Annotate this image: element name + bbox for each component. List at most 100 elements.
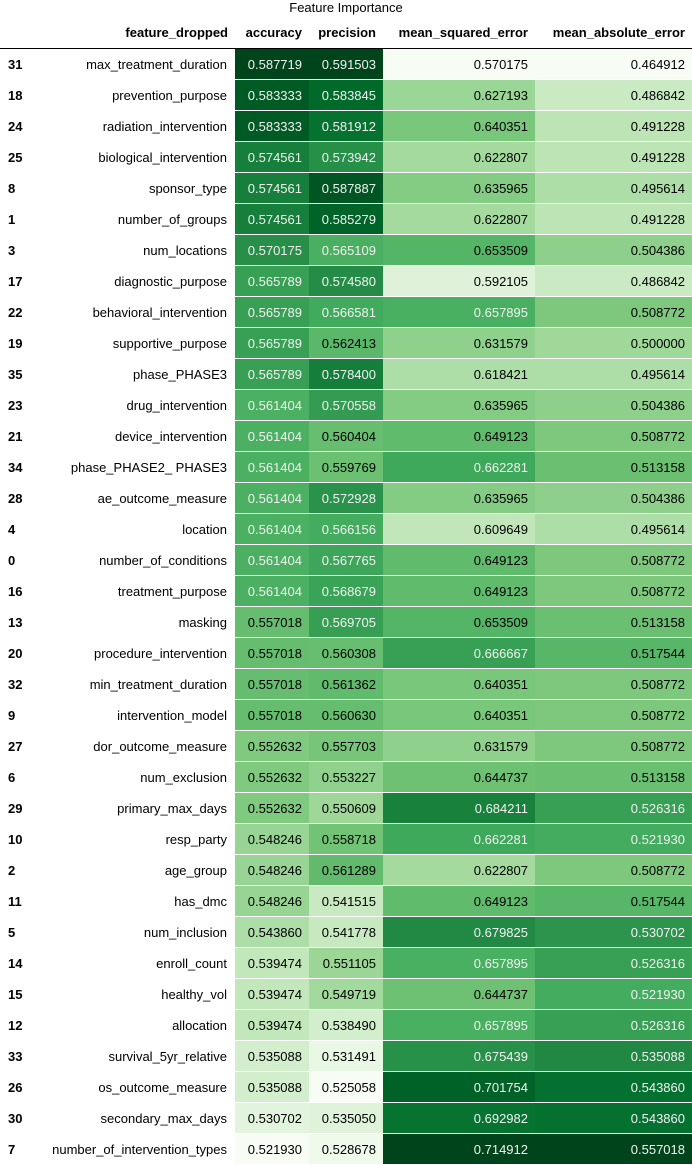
feature-importance-table: feature_dropped accuracy precision mean_… xyxy=(0,16,692,1165)
accuracy-cell: 0.561404 xyxy=(235,575,309,607)
precision-cell: 0.568679 xyxy=(309,575,383,607)
mean-absolute-error-cell: 0.517544 xyxy=(535,637,692,669)
precision-cell: 0.566156 xyxy=(309,513,383,545)
feature-dropped-cell: os_outcome_measure xyxy=(98,1079,227,1095)
mean-squared-error-cell: 0.684211 xyxy=(383,792,535,824)
row-index: 20 xyxy=(8,645,23,661)
mean-squared-error-cell: 0.662281 xyxy=(383,451,535,483)
precision-cell: 0.572928 xyxy=(309,482,383,514)
feature-dropped-cell: ae_outcome_measure xyxy=(97,490,227,506)
mean-absolute-error-cell: 0.495614 xyxy=(535,358,692,390)
column-header: mean_absolute_error xyxy=(552,24,685,40)
accuracy-cell: 0.561404 xyxy=(235,544,309,576)
mean-absolute-error-cell: 0.508772 xyxy=(535,296,692,328)
mean-squared-error-cell: 0.640351 xyxy=(383,668,535,700)
feature-dropped-cell: sponsor_type xyxy=(148,180,227,196)
table-row: 31 max_treatment_duration 0.587719 0.591503… xyxy=(0,48,692,80)
table-row: 25 biological_intervention 0.574561 0.57394… xyxy=(0,141,692,173)
accuracy-cell: 0.557018 xyxy=(235,668,309,700)
table-caption: Feature Importance xyxy=(289,0,403,15)
row-index: 10 xyxy=(8,831,23,847)
accuracy-cell: 0.539474 xyxy=(235,947,309,979)
table-row: 4 location 0.561404 0.566156 0.609649 0.49561… xyxy=(0,513,692,545)
mean-absolute-error-cell: 0.500000 xyxy=(535,327,692,359)
index-header xyxy=(0,16,33,49)
table-row: 14 enroll_count 0.539474 0.551105 0.657895 0.… xyxy=(0,947,692,979)
row-index: 17 xyxy=(8,273,23,289)
row-index: 23 xyxy=(8,397,23,413)
precision-cell: 0.549719 xyxy=(309,978,383,1010)
accuracy-cell: 0.561404 xyxy=(235,389,309,421)
feature-dropped-cell: phase_PHASE3 xyxy=(133,366,227,382)
table-row: 2 age_group 0.548246 0.561289 0.622807 0.5087… xyxy=(0,854,692,886)
accuracy-cell: 0.561404 xyxy=(235,513,309,545)
table-row: 26 os_outcome_measure 0.535088 0.525058 0.70… xyxy=(0,1071,692,1103)
precision-cell: 0.541515 xyxy=(309,885,383,917)
feature-dropped-cell: behavioral_intervention xyxy=(92,304,227,320)
mean-absolute-error-cell: 0.513158 xyxy=(535,606,692,638)
row-index: 12 xyxy=(8,1017,23,1033)
precision-cell: 0.570558 xyxy=(309,389,383,421)
mean-squared-error-cell: 0.640351 xyxy=(383,110,535,142)
row-index: 32 xyxy=(8,676,23,692)
accuracy-cell: 0.565789 xyxy=(235,358,309,390)
accuracy-cell: 0.548246 xyxy=(235,885,309,917)
row-index: 16 xyxy=(8,583,23,599)
table-row: 17 diagnostic_purpose 0.565789 0.574580 0.59… xyxy=(0,265,692,297)
feature-dropped-cell: radiation_intervention xyxy=(102,118,227,134)
accuracy-cell: 0.552632 xyxy=(235,792,309,824)
accuracy-cell: 0.548246 xyxy=(235,823,309,855)
accuracy-cell: 0.548246 xyxy=(235,854,309,886)
accuracy-cell: 0.530702 xyxy=(235,1102,309,1134)
mean-squared-error-cell: 0.644737 xyxy=(383,978,535,1010)
precision-cell: 0.566581 xyxy=(309,296,383,328)
table-row: 23 drug_intervention 0.561404 0.570558 0.635… xyxy=(0,389,692,421)
feature-dropped-cell: max_treatment_duration xyxy=(86,56,227,72)
accuracy-cell: 0.557018 xyxy=(235,606,309,638)
mean-squared-error-cell: 0.627193 xyxy=(383,79,535,111)
accuracy-cell: 0.565789 xyxy=(235,296,309,328)
mean-absolute-error-cell: 0.495614 xyxy=(535,172,692,204)
accuracy-cell: 0.583333 xyxy=(235,110,309,142)
mean-absolute-error-cell: 0.508772 xyxy=(535,575,692,607)
mean-squared-error-cell: 0.622807 xyxy=(383,203,535,235)
accuracy-cell: 0.565789 xyxy=(235,327,309,359)
column-header: precision xyxy=(318,24,376,40)
feature-dropped-cell: intervention_model xyxy=(117,707,227,723)
mean-squared-error-cell: 0.662281 xyxy=(383,823,535,855)
column-header: feature_dropped xyxy=(125,24,228,40)
mean-squared-error-cell: 0.701754 xyxy=(383,1071,535,1103)
precision-cell: 0.560308 xyxy=(309,637,383,669)
row-index: 27 xyxy=(8,738,23,754)
precision-cell: 0.531491 xyxy=(309,1040,383,1072)
precision-cell: 0.551105 xyxy=(309,947,383,979)
feature-dropped-cell: location xyxy=(182,521,227,537)
accuracy-cell: 0.552632 xyxy=(235,730,309,762)
precision-cell: 0.558718 xyxy=(309,823,383,855)
table-row: 35 phase_PHASE3 0.565789 0.578400 0.618421 0.… xyxy=(0,358,692,390)
feature-dropped-cell: number_of_conditions xyxy=(99,552,227,568)
precision-cell: 0.587887 xyxy=(309,172,383,204)
feature-dropped-cell: primary_max_days xyxy=(117,800,227,816)
mean-squared-error-cell: 0.653509 xyxy=(383,606,535,638)
table-body: 31 max_treatment_duration 0.587719 0.591503… xyxy=(0,48,692,1165)
column-header: mean_squared_error xyxy=(398,24,528,40)
row-index: 5 xyxy=(8,924,16,940)
precision-cell: 0.560630 xyxy=(309,699,383,731)
table-row: 20 procedure_intervention 0.557018 0.560308… xyxy=(0,637,692,669)
accuracy-cell: 0.570175 xyxy=(235,234,309,266)
table-row: 21 device_intervention 0.561404 0.560404 0.6… xyxy=(0,420,692,452)
precision-cell: 0.525058 xyxy=(309,1071,383,1103)
mean-absolute-error-cell: 0.504386 xyxy=(535,482,692,514)
mean-absolute-error-cell: 0.508772 xyxy=(535,730,692,762)
mean-absolute-error-cell: 0.526316 xyxy=(535,792,692,824)
mean-absolute-error-cell: 0.508772 xyxy=(535,420,692,452)
accuracy-cell: 0.574561 xyxy=(235,141,309,173)
table-row: 28 ae_outcome_measure 0.561404 0.572928 0.63… xyxy=(0,482,692,514)
row-index: 1 xyxy=(8,211,16,227)
precision-cell: 0.561362 xyxy=(309,668,383,700)
mean-squared-error-cell: 0.714912 xyxy=(383,1133,535,1165)
row-index: 15 xyxy=(8,986,23,1002)
table-row: 27 dor_outcome_measure 0.552632 0.557703 0.6… xyxy=(0,730,692,762)
feature-dropped-cell: age_group xyxy=(164,862,227,878)
